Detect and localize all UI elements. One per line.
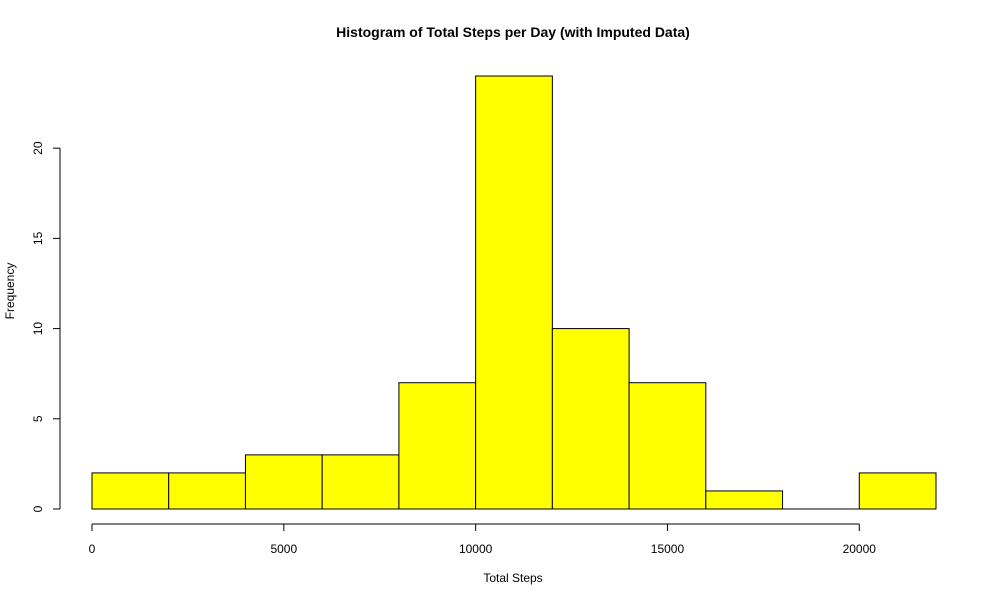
histogram-bar <box>398 382 477 510</box>
y-tick-label: 20 <box>31 141 45 155</box>
y-tick-label: 5 <box>31 415 45 422</box>
chart-title: Histogram of Total Steps per Day (with I… <box>336 24 690 40</box>
x-tick-label: 20000 <box>843 542 877 556</box>
x-tick-label: 0 <box>89 542 96 556</box>
histogram-bar <box>858 472 937 510</box>
histogram-bar <box>168 472 246 510</box>
x-tick-label: 15000 <box>651 542 685 556</box>
histogram-bar <box>91 472 170 510</box>
histogram-bar <box>551 328 630 510</box>
x-axis-label: Total Steps <box>483 571 542 585</box>
x-tick-label: 5000 <box>270 542 297 556</box>
x-axis: 0 5000 10000 15000 20000 <box>89 523 877 556</box>
histogram-bar <box>705 490 784 510</box>
y-tick-label: 0 <box>31 505 45 512</box>
y-tick-label: 10 <box>31 322 45 336</box>
histogram-bar <box>321 454 400 510</box>
histogram-bar <box>628 382 707 510</box>
x-tick-label: 10000 <box>459 542 493 556</box>
histogram-bar <box>475 75 553 510</box>
histogram-bar <box>244 454 323 510</box>
y-tick-label: 15 <box>31 231 45 245</box>
y-axis: 0 5 10 15 20 <box>31 141 61 512</box>
bars-group <box>91 75 937 510</box>
y-axis-label: Frequency <box>3 263 17 320</box>
